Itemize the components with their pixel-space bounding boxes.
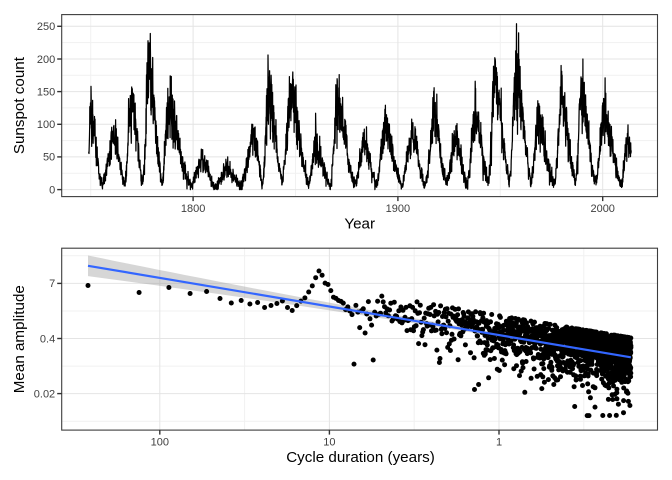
svg-text:100: 100 xyxy=(151,437,169,449)
svg-text:0: 0 xyxy=(49,184,55,196)
svg-text:Sunspot count: Sunspot count xyxy=(11,56,28,154)
svg-text:250: 250 xyxy=(37,21,55,33)
svg-text:2000: 2000 xyxy=(590,203,614,215)
svg-text:Mean amplitude: Mean amplitude xyxy=(11,285,28,393)
svg-text:7: 7 xyxy=(49,278,55,290)
svg-text:Cycle duration (years): Cycle duration (years) xyxy=(286,449,435,466)
svg-text:1900: 1900 xyxy=(386,203,410,215)
svg-text:1800: 1800 xyxy=(181,203,205,215)
svg-text:150: 150 xyxy=(37,86,55,98)
svg-text:1: 1 xyxy=(496,437,502,449)
svg-text:200: 200 xyxy=(37,54,55,66)
svg-text:10: 10 xyxy=(323,437,335,449)
svg-text:100: 100 xyxy=(37,119,55,131)
svg-text:50: 50 xyxy=(43,152,55,164)
svg-text:0.02: 0.02 xyxy=(34,388,55,400)
svg-text:Year: Year xyxy=(344,216,375,233)
svg-text:0.4: 0.4 xyxy=(40,333,55,345)
